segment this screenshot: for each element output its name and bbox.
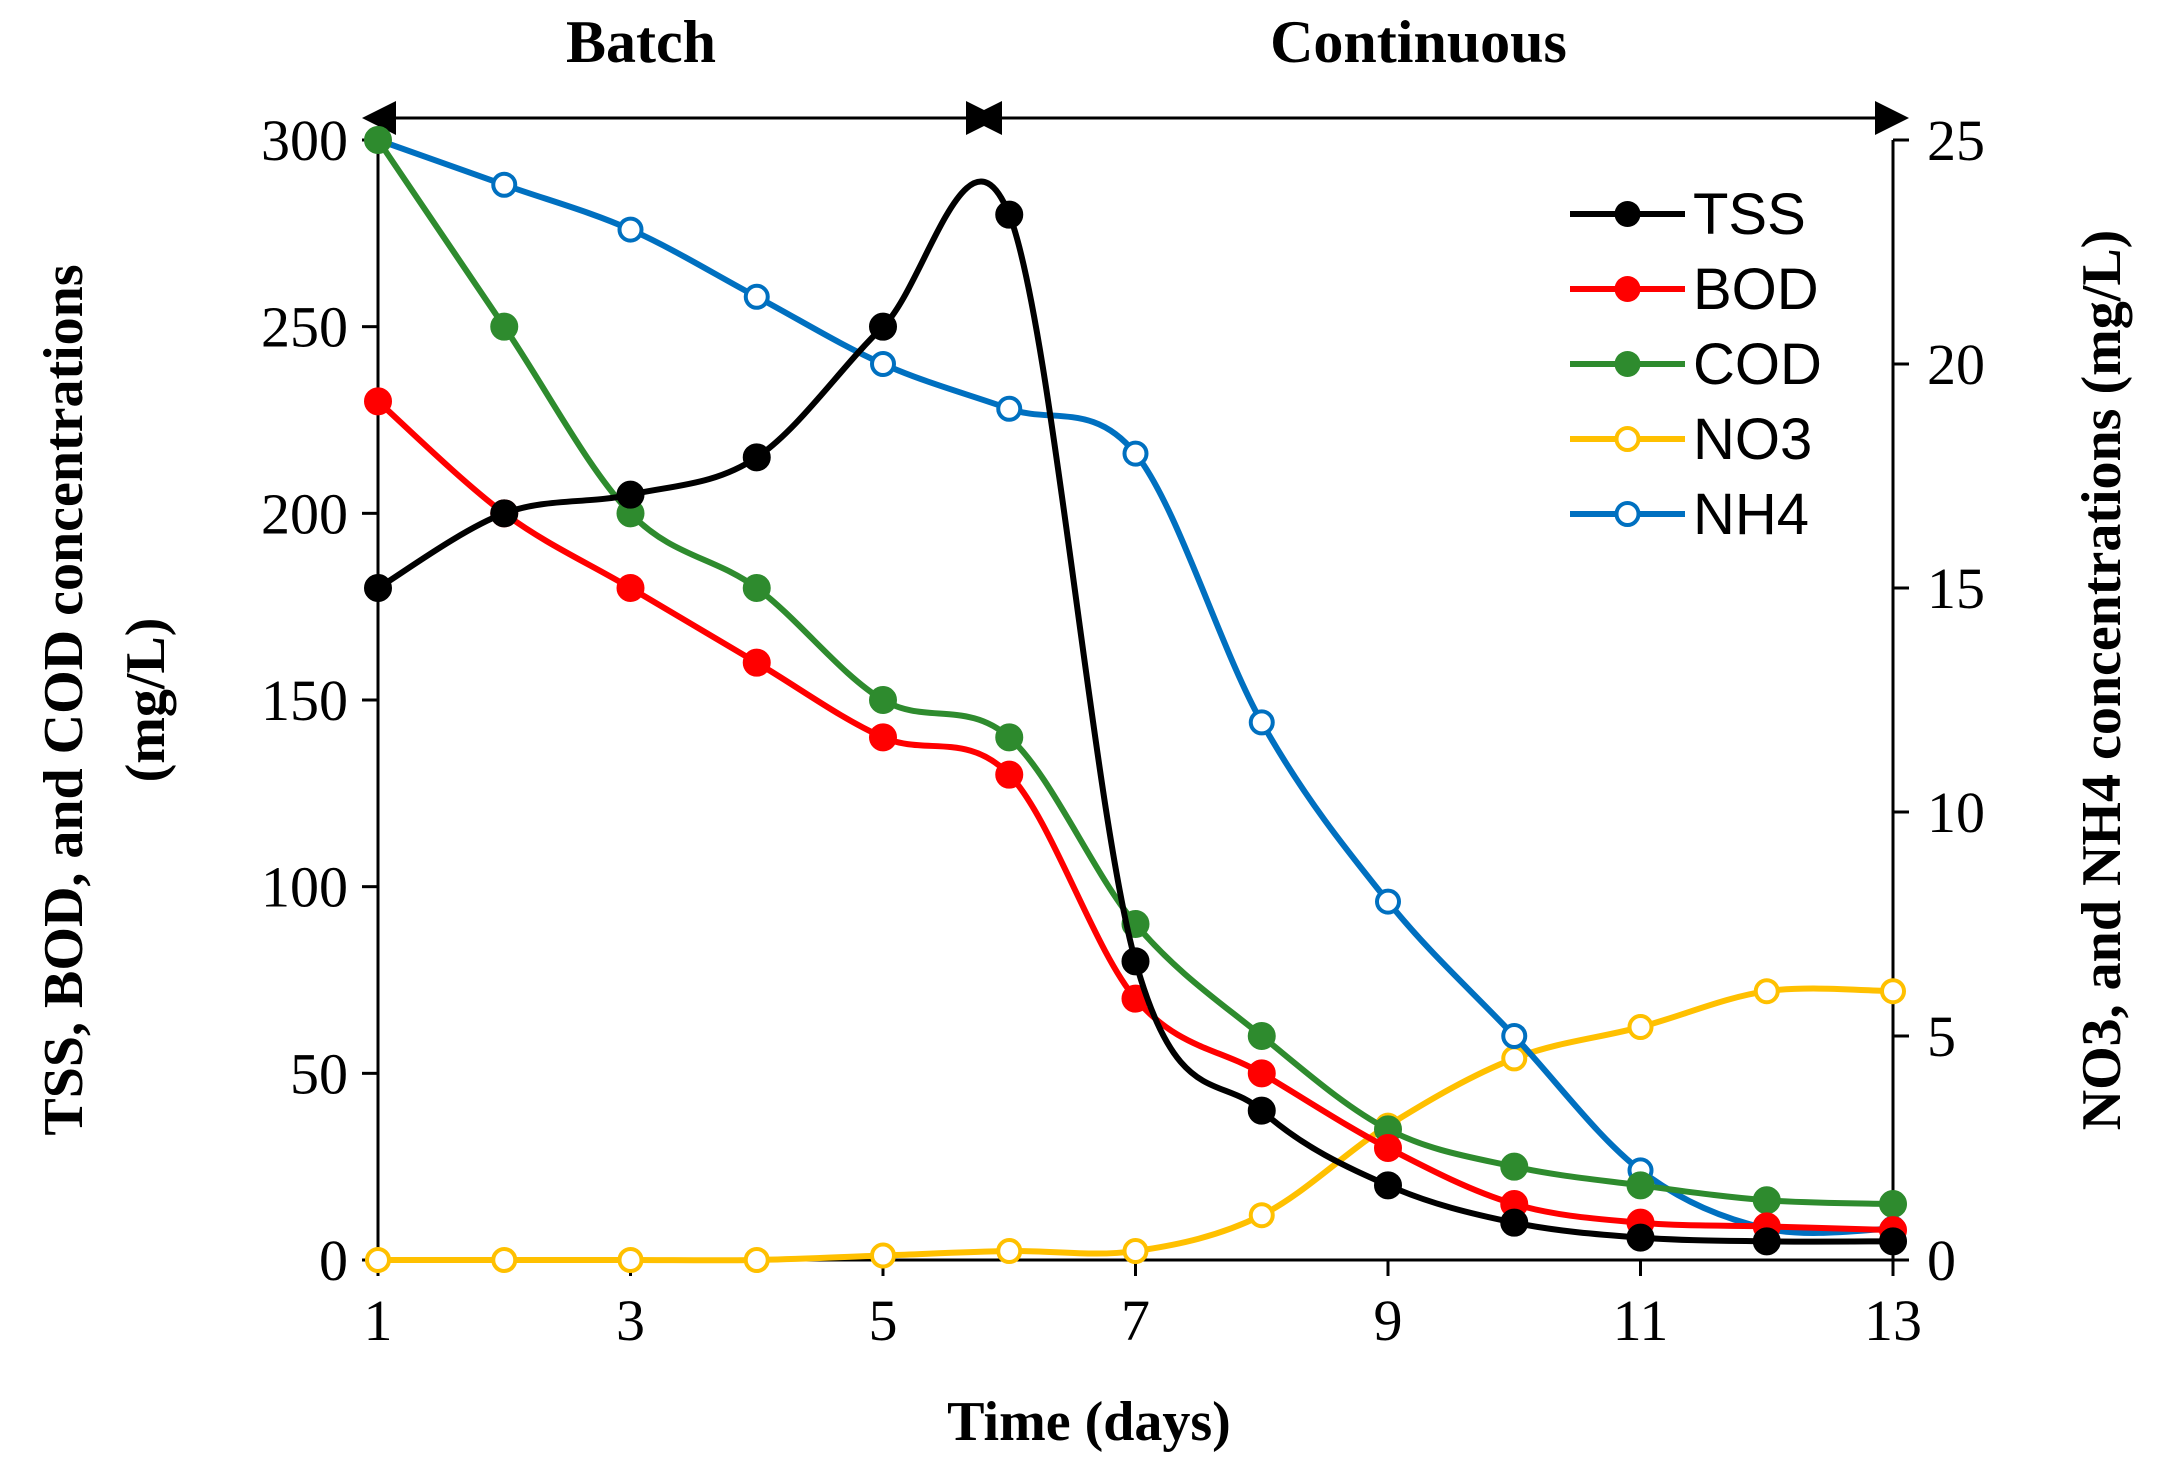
no3-data-point (491, 1247, 518, 1273)
right-y-tick-label: 15 (1927, 556, 1985, 621)
bod-data-point (616, 574, 645, 602)
right-y-axis-title: NO3, and NH4 concentrations (mg/L) (2071, 230, 2133, 1131)
tss-data-point (364, 574, 392, 602)
legend-bod-label: BOD (1693, 257, 1819, 322)
tss-data-point (869, 312, 897, 341)
no3-data-point (870, 1242, 896, 1269)
cod-data-point (1247, 1022, 1276, 1050)
tss-data-point (616, 480, 645, 509)
cod-data-point (364, 126, 392, 154)
tss-data-point (1374, 1171, 1402, 1200)
phase-arrow-head-left (968, 101, 1002, 135)
legend-no3-label: NO3 (1693, 407, 1812, 472)
right-y-tick-label: 5 (1927, 1004, 1956, 1069)
left-y-tick-label: 50 (290, 1041, 348, 1106)
x-axis-title: Time (days) (947, 1391, 1231, 1453)
left-y-tick-label: 200 (261, 481, 348, 546)
cod-data-point (1626, 1171, 1655, 1200)
x-tick-label: 13 (1864, 1288, 1922, 1353)
phase-arrow-head-left (362, 101, 396, 135)
cod-data-point (1500, 1152, 1529, 1181)
right-y-tick-label: 10 (1927, 780, 1985, 845)
nh4-data-point (617, 216, 644, 243)
legend-tss-label: TSS (1693, 182, 1806, 247)
bod-data-point (364, 387, 392, 416)
nh4-data-point (1375, 888, 1401, 915)
phase-label-continuous: Continuous (1270, 9, 1567, 75)
cod-data-point (995, 723, 1024, 752)
left-y-tick-label: 300 (261, 108, 348, 173)
legend-no3-marker (1614, 426, 1641, 452)
cod-data-point (742, 574, 771, 602)
nh4-data-point (870, 351, 896, 377)
tss-series-line (375, 178, 1896, 1245)
legend-tss-marker (1614, 201, 1641, 227)
no3-data-point (1248, 1202, 1275, 1229)
no3-data-point (365, 1247, 391, 1273)
right-y-tick-label: 25 (1927, 108, 1985, 173)
no3-data-point (1627, 1014, 1654, 1041)
right-y-tick-label: 20 (1927, 332, 1985, 397)
no3-data-point (996, 1238, 1023, 1265)
nh4-data-point (1501, 1023, 1528, 1049)
cod-data-point (1879, 1190, 1907, 1218)
bod-data-point (1247, 1059, 1276, 1088)
tss-data-point (1247, 1096, 1276, 1125)
cod-data-point (490, 312, 519, 341)
bod-data-point (995, 760, 1024, 789)
tss-data-point (1121, 947, 1150, 976)
bod-series-line (375, 398, 1896, 1234)
x-tick-label: 11 (1613, 1288, 1669, 1353)
nh4-data-point (1248, 709, 1275, 736)
cod-series-line (375, 137, 1896, 1207)
no3-data-point (743, 1247, 770, 1273)
tss-data-point (1752, 1227, 1781, 1256)
nh4-series-line (375, 137, 1896, 1236)
bod-data-point (1374, 1134, 1402, 1162)
x-tick-label: 7 (1121, 1288, 1150, 1353)
left-y-tick-label: 100 (261, 855, 348, 920)
nh4-data-point (996, 395, 1023, 422)
legend-bod-marker (1614, 276, 1641, 302)
no3-data-point (1501, 1045, 1528, 1072)
tss-data-point (1879, 1227, 1907, 1256)
bod-data-point (742, 648, 771, 677)
cod-data-point (869, 686, 897, 714)
no3-series-line (375, 985, 1896, 1264)
x-tick-label: 9 (1374, 1288, 1403, 1353)
x-tick-label: 1 (364, 1288, 393, 1353)
tss-data-point (1500, 1208, 1529, 1237)
tss-data-point (490, 499, 519, 528)
legend-cod-marker (1614, 351, 1641, 377)
tss-data-point (995, 200, 1024, 229)
nh4-data-point (743, 283, 770, 310)
tss-data-point (742, 443, 771, 472)
no3-data-point (617, 1247, 644, 1273)
nh4-data-point (491, 171, 518, 198)
right-y-tick-label: 0 (1927, 1228, 1956, 1293)
no3-data-point (1122, 1238, 1149, 1265)
bod-data-point (869, 723, 897, 752)
tss-data-point (1626, 1223, 1655, 1252)
legend-nh4-label: NH4 (1693, 482, 1809, 547)
phase-label-batch: Batch (566, 9, 716, 75)
legend-nh4-marker (1614, 501, 1641, 527)
nh4-data-point (1122, 440, 1149, 467)
phase-arrow-head-right (1875, 101, 1909, 135)
legend-cod-label: COD (1693, 332, 1822, 397)
x-tick-label: 3 (616, 1288, 645, 1353)
no3-data-point (1753, 978, 1780, 1005)
cod-data-point (1752, 1186, 1781, 1215)
left-y-axis-title-line1: TSS, BOD, and COD concentrations (33, 264, 95, 1135)
left-y-tick-label: 0 (319, 1228, 348, 1293)
left-y-tick-label: 250 (261, 295, 348, 360)
x-tick-label: 5 (869, 1288, 898, 1353)
no3-data-point (1880, 978, 1906, 1005)
left-y-tick-label: 150 (261, 668, 348, 733)
left-y-axis-title-line2: (mg/L) (115, 618, 177, 783)
